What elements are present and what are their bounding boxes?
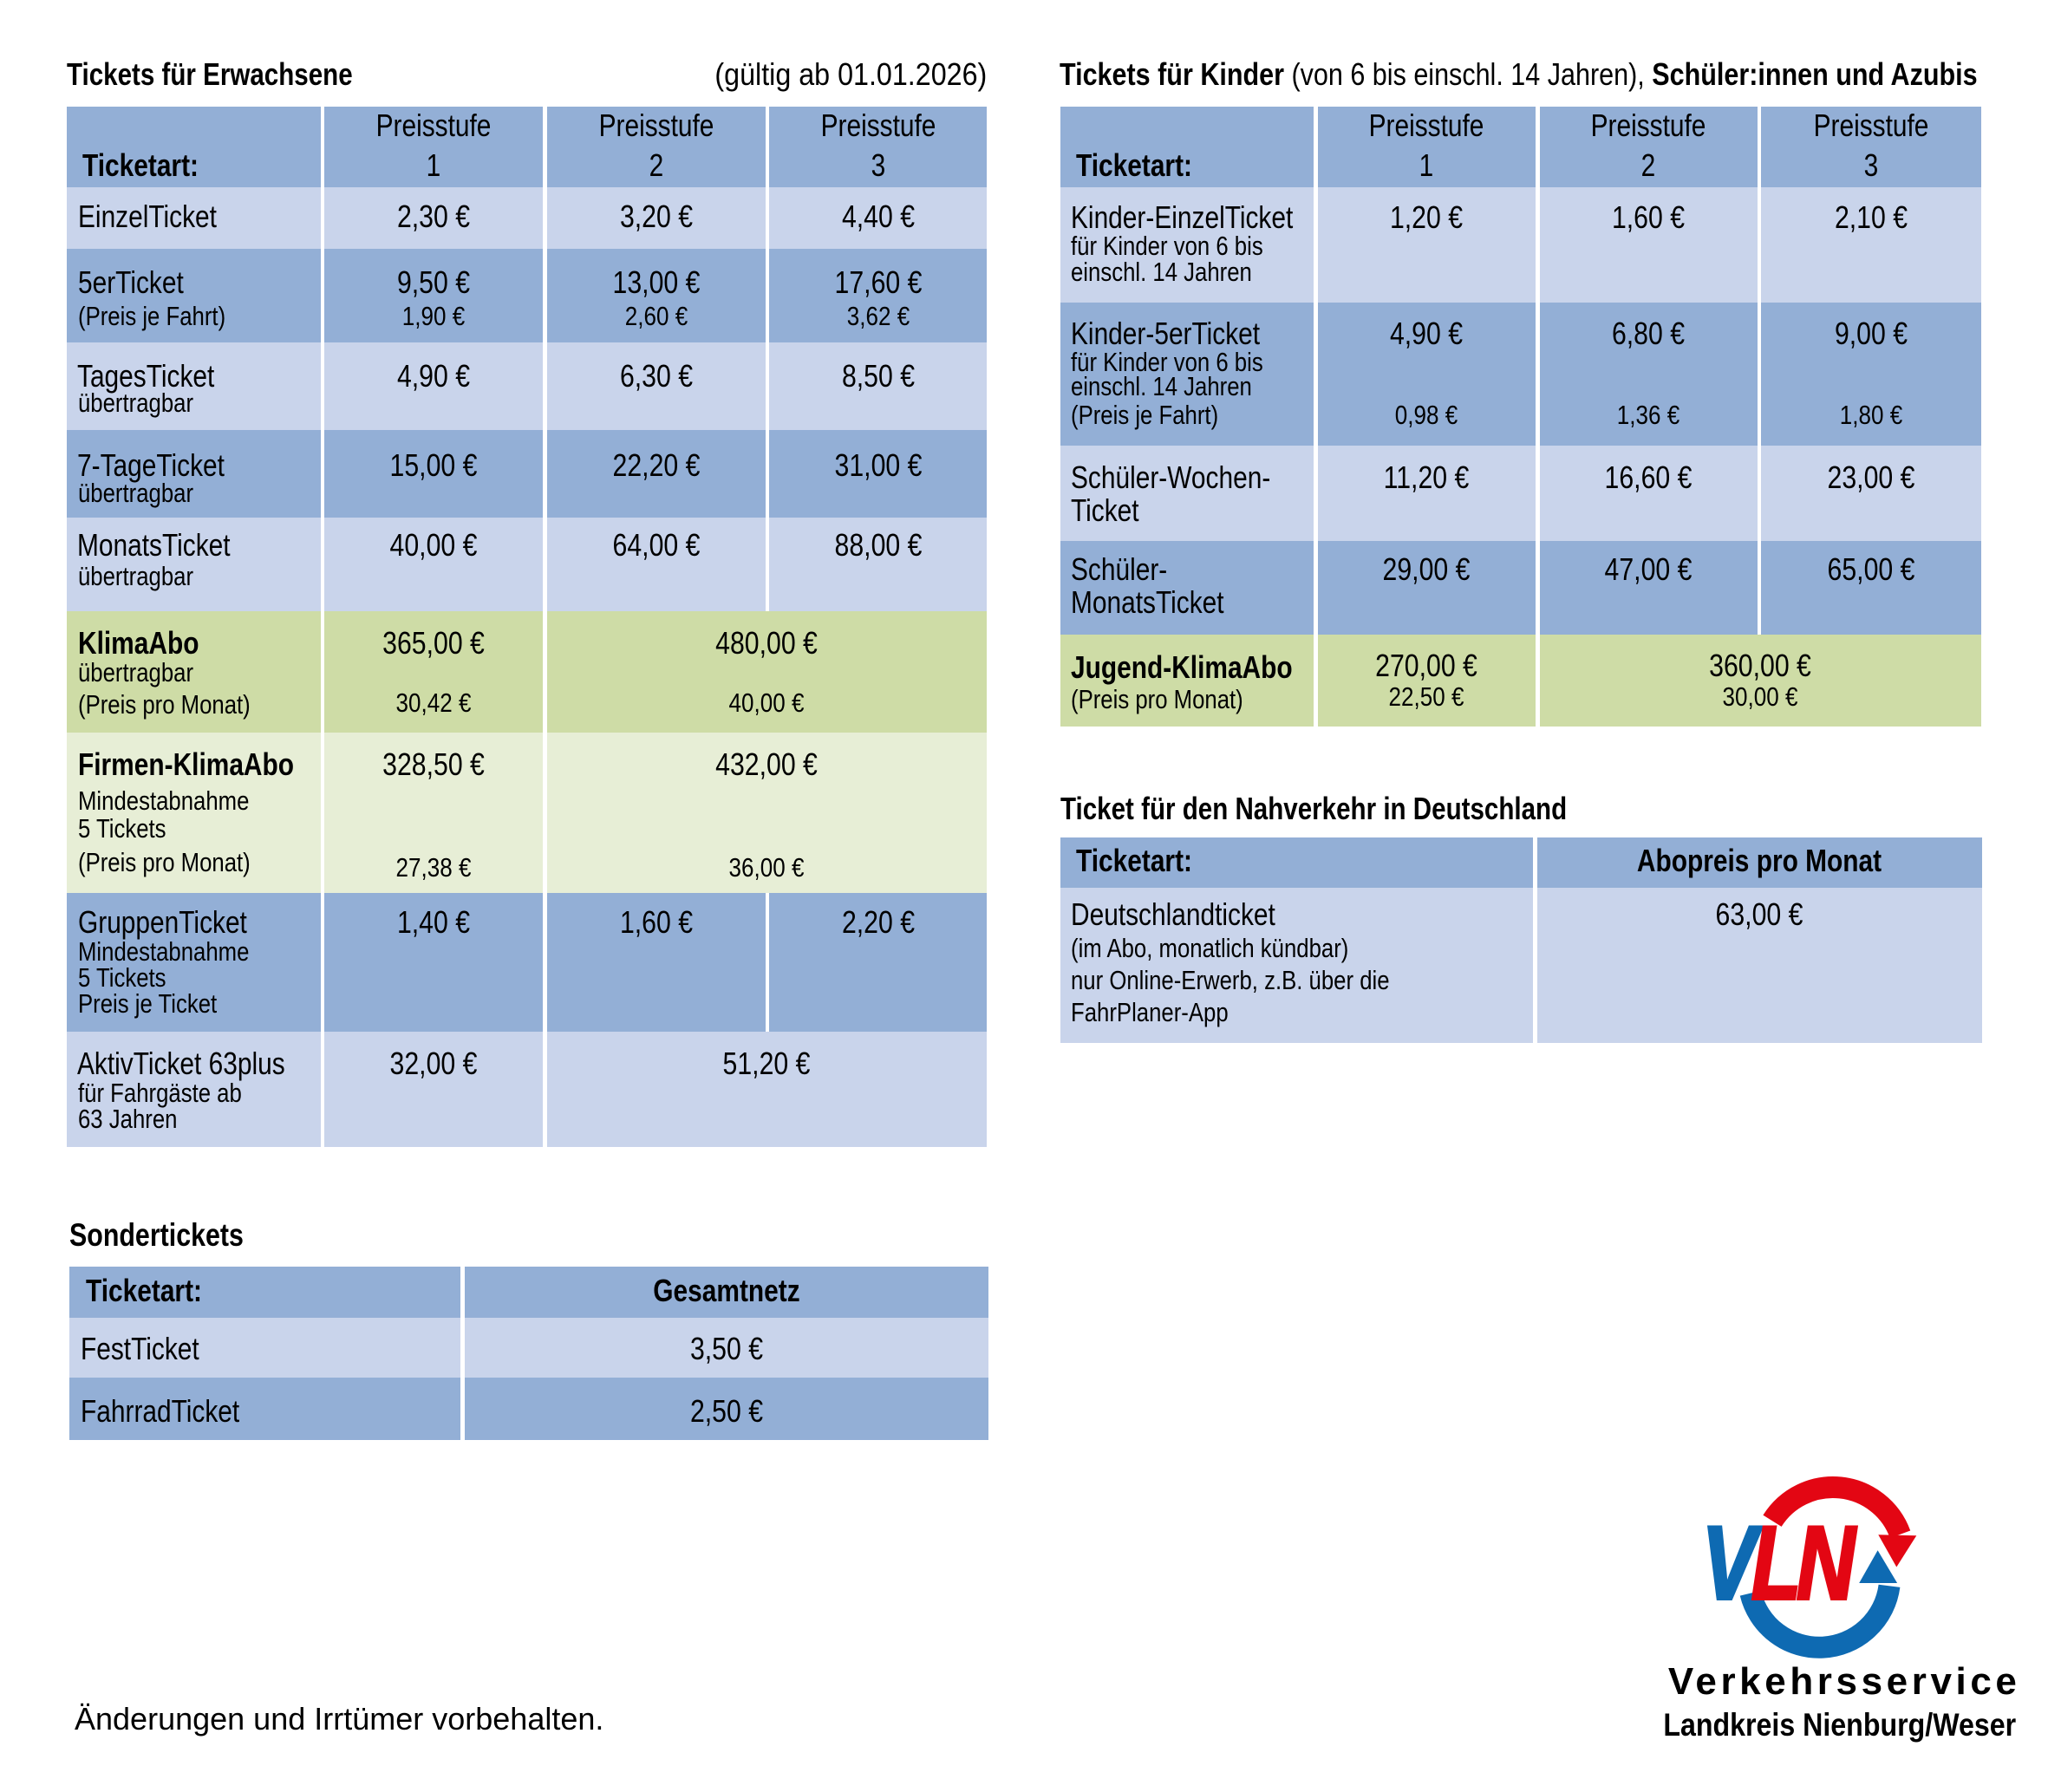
svg-text:V: V — [1702, 1505, 1763, 1621]
svg-text:N: N — [1797, 1505, 1857, 1621]
svg-text:L: L — [1751, 1505, 1801, 1621]
